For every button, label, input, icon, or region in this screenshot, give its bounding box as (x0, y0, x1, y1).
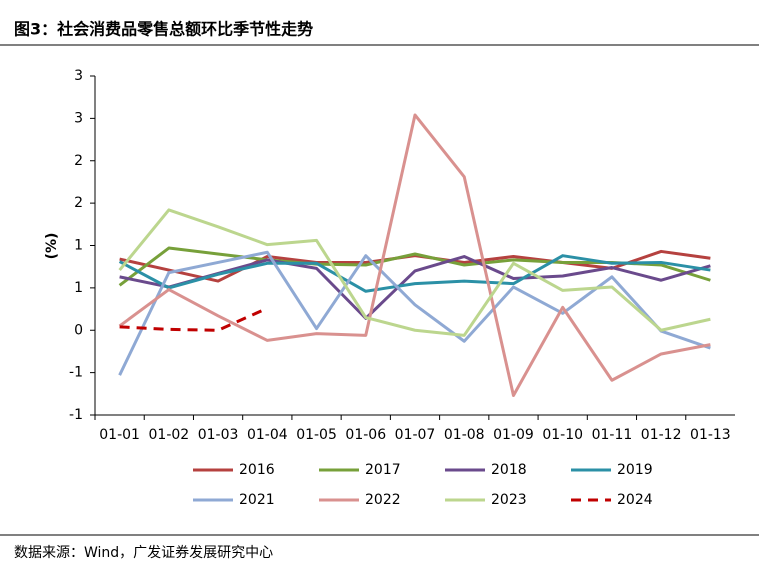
x-tick-label: 01-07 (395, 427, 436, 443)
y-tick-label: 2 (74, 195, 83, 211)
y-tick-label: 1 (74, 238, 83, 254)
y-tick-label: 2 (74, 153, 83, 169)
legend-label: 2022 (365, 492, 401, 508)
series-line (119, 306, 268, 332)
y-axis-label: (%) (44, 233, 60, 260)
x-tick-label: 01-01 (99, 427, 140, 443)
legend-label: 2021 (239, 492, 275, 508)
chart-title: 图3：社会消费品零售总额环比季节性走势 (14, 20, 313, 39)
series-line (118, 250, 711, 376)
x-tick-label: 01-11 (592, 427, 633, 443)
y-tick-label: -1 (69, 407, 83, 423)
legend-label: 2017 (365, 462, 401, 478)
x-tick-label: 01-06 (345, 427, 386, 443)
series-line (118, 208, 711, 337)
series-line (118, 113, 711, 398)
legend-label: 2016 (239, 462, 275, 478)
x-tick-label: 01-13 (690, 427, 731, 443)
series-line (118, 254, 711, 293)
source: 数据来源：Wind，广发证券发展研究中心 (14, 545, 273, 561)
y-tick-label: 1 (74, 280, 83, 296)
y-tick-label: 0 (74, 322, 83, 338)
x-tick-label: 01-09 (493, 427, 534, 443)
x-tick-label: 01-08 (444, 427, 485, 443)
legend-label: 2018 (491, 462, 527, 478)
y-tick-label: 3 (74, 68, 83, 84)
x-tick-label: 01-05 (296, 427, 337, 443)
legend-label: 2024 (617, 492, 653, 508)
x-tick-label: 01-10 (542, 427, 583, 443)
x-tick-label: 01-03 (198, 427, 239, 443)
x-tick-label: 01-02 (149, 427, 190, 443)
legend-label: 2023 (491, 492, 527, 508)
x-tick-label: 01-04 (247, 427, 288, 443)
x-tick-label: 01-12 (641, 427, 682, 443)
legend-label: 2019 (617, 462, 653, 478)
y-tick-label: 3 (74, 110, 83, 126)
y-tick-label: -1 (69, 365, 83, 381)
